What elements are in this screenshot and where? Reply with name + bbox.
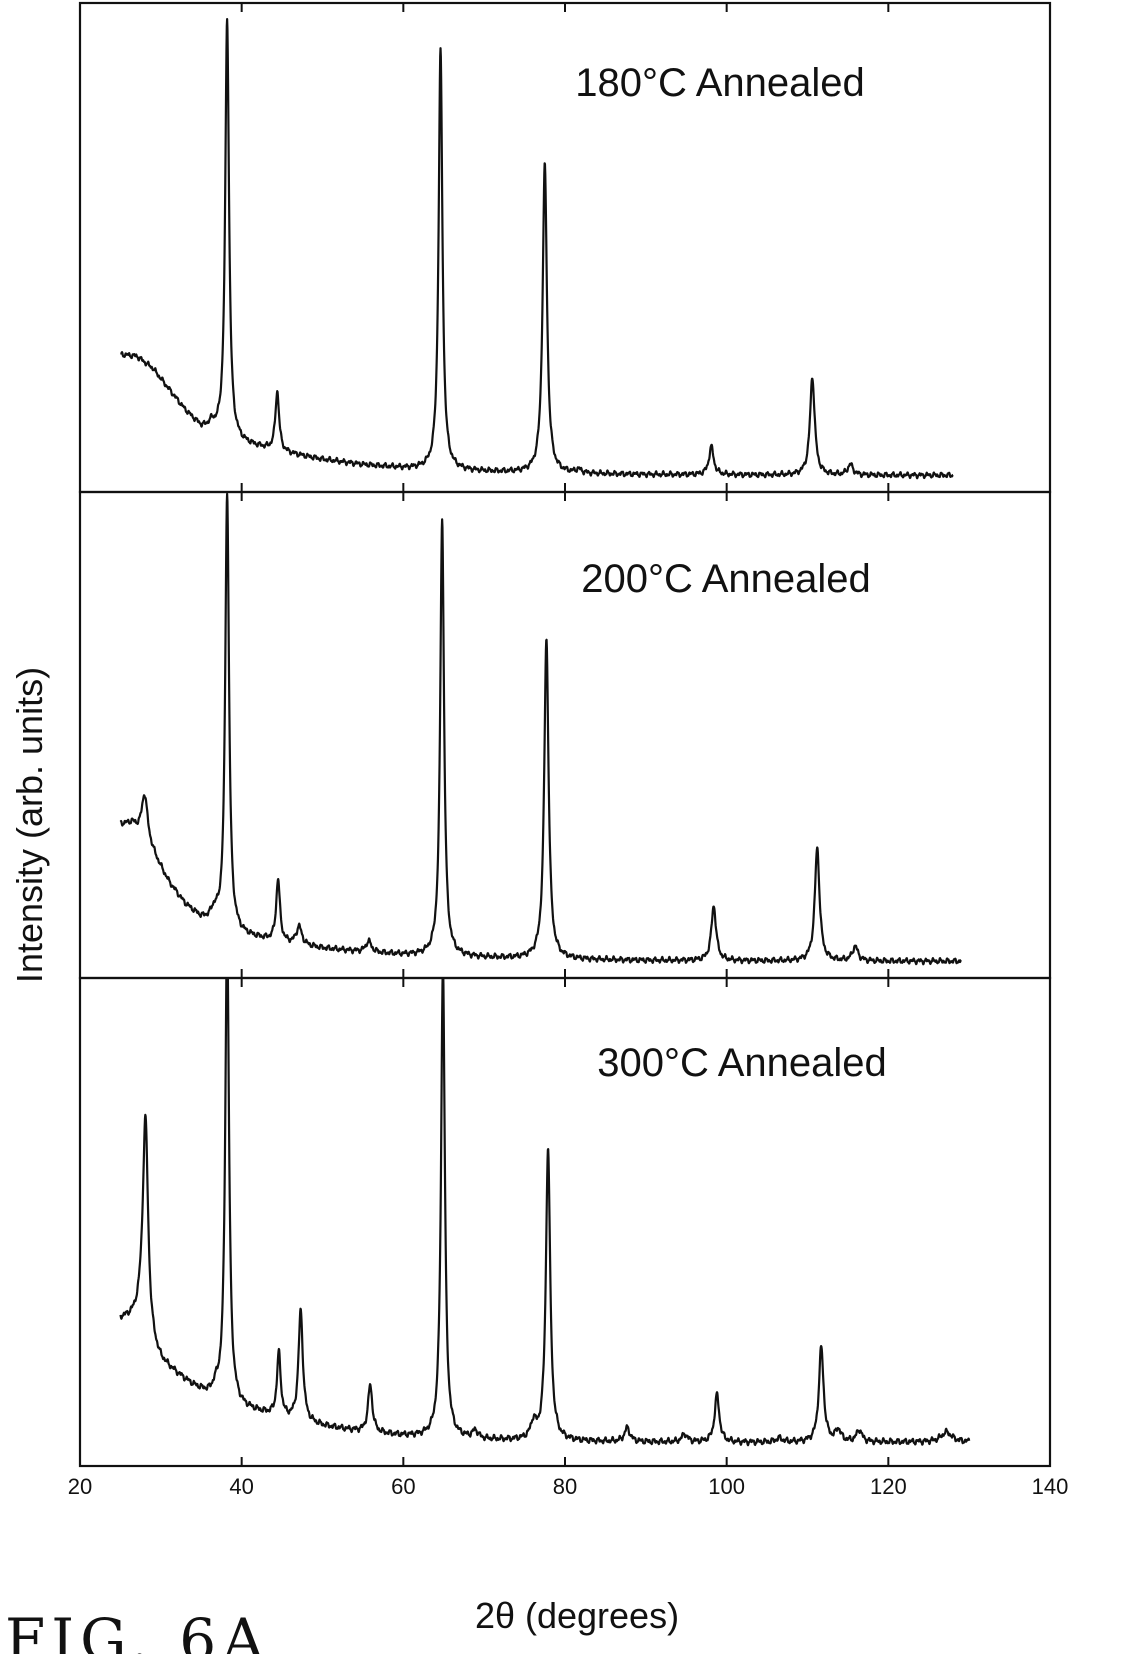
panels: 180°C Annealed 200°C Annealed 300°C Anneal… [78, 1, 1052, 1468]
panel-annotation: 200°C Annealed [581, 557, 871, 601]
y-axis-label: Intensity (arb. units) [9, 667, 50, 983]
x-tick-label: 20 [68, 1474, 92, 1499]
x-tick-label: 60 [391, 1474, 415, 1499]
series-line [119, 493, 962, 966]
x-axis-label: 2θ (degrees) [475, 1595, 679, 1636]
panel-annotation: 180°C Annealed [575, 61, 865, 105]
x-tick-label: 100 [708, 1474, 745, 1499]
panel-1: 180°C Annealed [78, 1, 1052, 494]
panel-2: 200°C Annealed [78, 490, 1052, 980]
figure-label: FIG. 6A [5, 1606, 270, 1654]
series-line [119, 18, 954, 480]
panel-3: 300°C Annealed [78, 976, 1052, 1468]
x-tick-label: 140 [1032, 1474, 1069, 1499]
x-tick-label: 40 [229, 1474, 253, 1499]
x-tick-label: 120 [870, 1474, 907, 1499]
panel-annotation: 300°C Annealed [597, 1041, 887, 1085]
series-line [119, 979, 971, 1447]
x-axis: 20 40 60 80 100 120 140 [68, 1474, 1069, 1499]
x-tick-label: 80 [553, 1474, 577, 1499]
